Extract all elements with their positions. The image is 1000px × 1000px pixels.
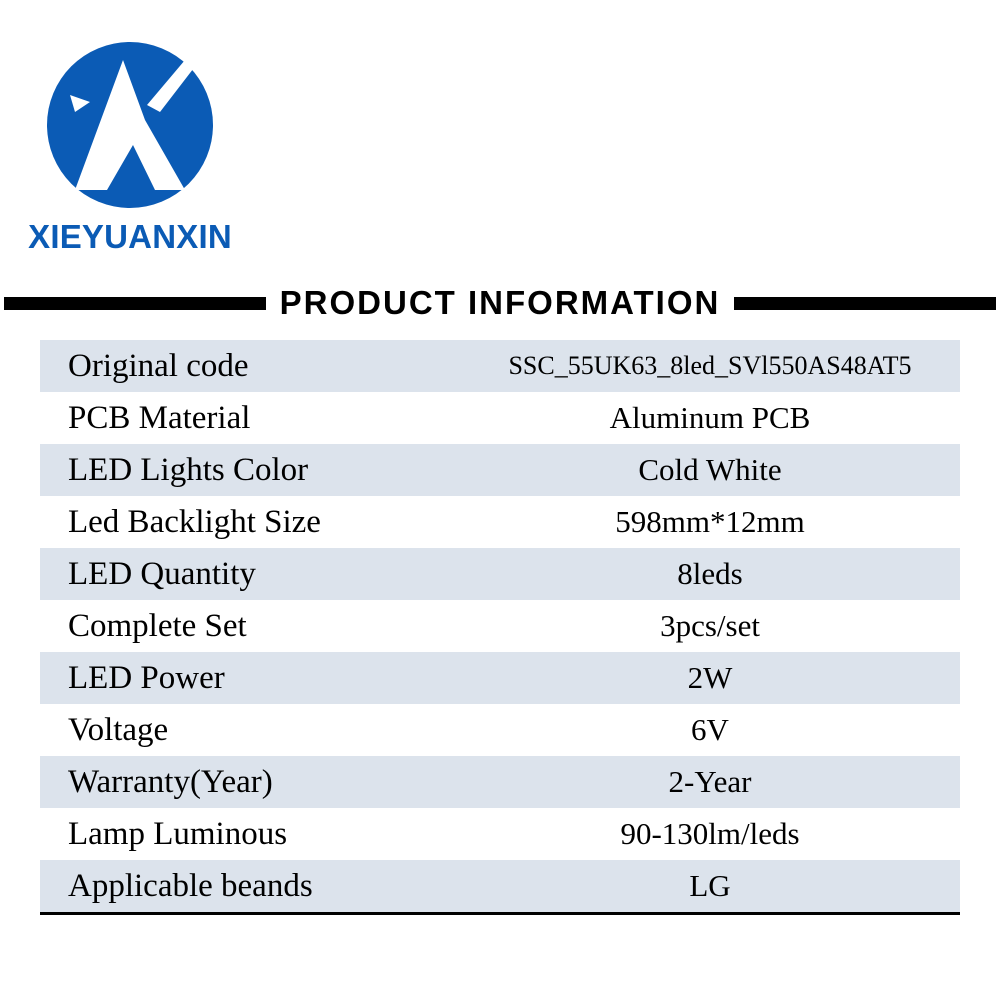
spec-label: Applicable beands — [40, 868, 460, 905]
spec-value: Cold White — [460, 452, 960, 488]
spec-table: Original codeSSC_55UK63_8led_SVl550AS48A… — [40, 340, 960, 915]
table-row: Original codeSSC_55UK63_8led_SVl550AS48A… — [40, 340, 960, 392]
spec-value: 90-130lm/leds — [460, 816, 960, 852]
table-row: LED Power2W — [40, 652, 960, 704]
title-bar-right — [734, 297, 996, 310]
table-row: LED Lights ColorCold White — [40, 444, 960, 496]
section-title-row: PRODUCT INFORMATION — [0, 280, 1000, 326]
spec-label: Voltage — [40, 712, 460, 749]
spec-label: Lamp Luminous — [40, 816, 460, 853]
spec-value: 3pcs/set — [460, 608, 960, 644]
brand-logo-icon — [45, 40, 215, 210]
spec-value: 2-Year — [460, 764, 960, 800]
table-row: Voltage6V — [40, 704, 960, 756]
spec-label: PCB Material — [40, 400, 460, 437]
spec-label: LED Power — [40, 660, 460, 697]
table-row: Applicable beandsLG — [40, 860, 960, 912]
brand-name: XIEYUANXIN — [10, 218, 250, 256]
table-row: LED Quantity8leds — [40, 548, 960, 600]
spec-label: Complete Set — [40, 608, 460, 645]
brand-logo-area: XIEYUANXIN — [10, 40, 250, 256]
spec-label: Warranty(Year) — [40, 764, 460, 801]
spec-value: Aluminum PCB — [460, 400, 960, 436]
section-title: PRODUCT INFORMATION — [266, 284, 735, 322]
table-row: Warranty(Year)2-Year — [40, 756, 960, 808]
spec-label: LED Lights Color — [40, 452, 460, 489]
spec-value: LG — [460, 868, 960, 904]
spec-value: 2W — [460, 660, 960, 696]
table-row: Led Backlight Size598mm*12mm — [40, 496, 960, 548]
spec-label: Led Backlight Size — [40, 504, 460, 541]
title-bar-left — [4, 297, 266, 310]
spec-value: 598mm*12mm — [460, 504, 960, 540]
spec-value: 8leds — [460, 556, 960, 592]
spec-value: SSC_55UK63_8led_SVl550AS48AT5 — [460, 351, 960, 381]
table-row: Complete Set3pcs/set — [40, 600, 960, 652]
spec-value: 6V — [460, 712, 960, 748]
table-row: Lamp Luminous90-130lm/leds — [40, 808, 960, 860]
spec-label: Original code — [40, 348, 460, 385]
table-row: PCB MaterialAluminum PCB — [40, 392, 960, 444]
spec-label: LED Quantity — [40, 556, 460, 593]
